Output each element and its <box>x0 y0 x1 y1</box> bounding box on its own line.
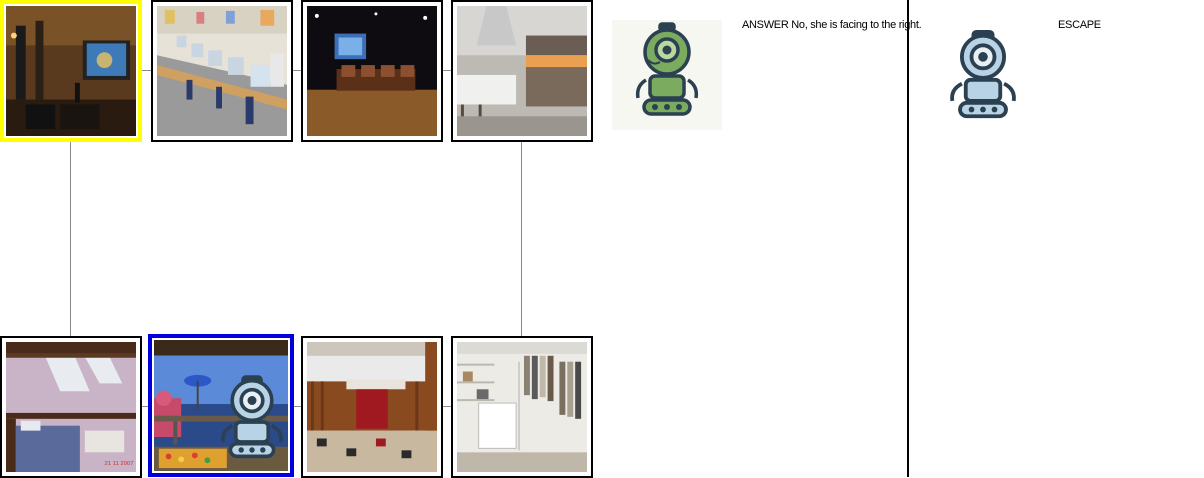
room-tile-walk-in-closet[interactable] <box>451 336 593 478</box>
basement-bar-image <box>307 342 437 472</box>
walk-in-closet-image <box>457 342 587 472</box>
blue-robot-icon[interactable] <box>944 30 1022 122</box>
connector-line <box>521 141 522 337</box>
room-tile-basement-bar[interactable] <box>301 336 443 478</box>
room-tile-home-theater[interactable] <box>0 0 142 142</box>
answer-text: ANSWER No, she is facing to the right. <box>742 19 922 31</box>
arcade-room-image <box>307 6 437 136</box>
connector-line <box>291 70 303 71</box>
computer-lab-image <box>157 6 287 136</box>
connector-line <box>140 406 152 407</box>
room-tile-computer-lab[interactable] <box>151 0 293 142</box>
connector-line <box>70 141 71 337</box>
green-robot-panel <box>612 20 722 130</box>
balcony-image <box>154 340 288 471</box>
blue-robot-on-tile-icon <box>221 375 283 459</box>
room-tile-kitchen[interactable] <box>451 0 593 142</box>
green-robot-icon <box>635 22 699 116</box>
connector-line <box>441 70 453 71</box>
connector-line <box>441 406 453 407</box>
kitchen-image <box>457 6 587 136</box>
room-tile-attic-bedroom[interactable]: 21 11 2007 <box>0 336 142 478</box>
escape-label[interactable]: ESCAPE <box>1058 19 1101 31</box>
connector-line <box>291 406 303 407</box>
svg-text:21 11 2007: 21 11 2007 <box>104 461 133 467</box>
room-tile-balcony[interactable] <box>148 334 294 477</box>
game-board: 21 11 2007 <box>0 0 600 478</box>
home-theater-image <box>6 6 136 136</box>
panel-divider <box>907 0 909 477</box>
attic-bedroom-image: 21 11 2007 <box>6 342 136 472</box>
connector-line <box>140 70 152 71</box>
room-tile-arcade[interactable] <box>301 0 443 142</box>
